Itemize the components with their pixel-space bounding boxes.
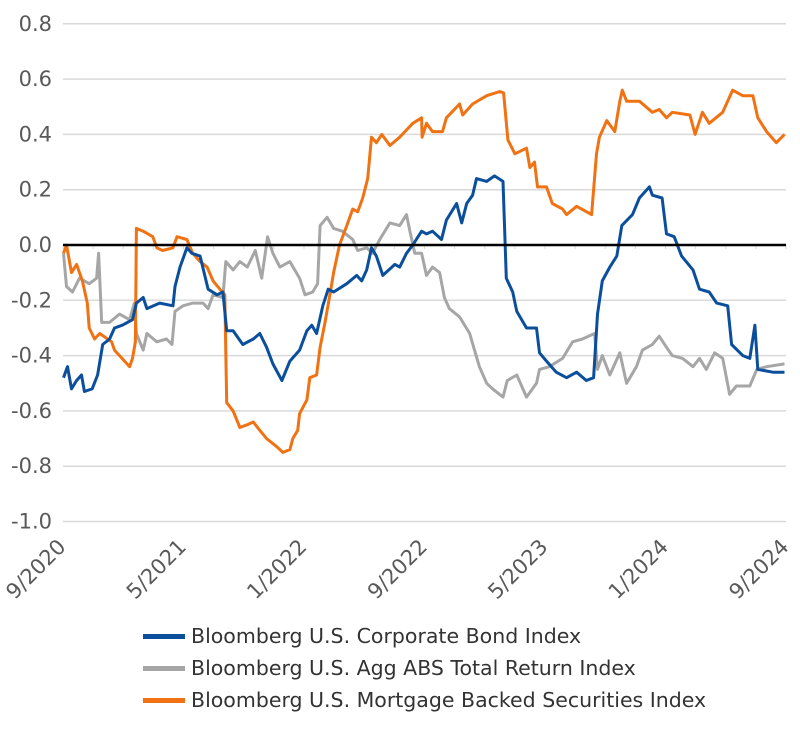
legend-swatch-mbs [143, 697, 185, 703]
y-axis: 0.8 0.6 0.4 0.2 0.0 -0.2 -0.4 -0.6 -0.8 -1.0 [11, 12, 52, 534]
series-lines [62, 88, 786, 454]
legend: Bloomberg U.S. Corporate Bond Index Bloo… [143, 620, 706, 716]
y-tick-label: 0.4 [19, 122, 52, 146]
x-tick-label: 1/2024 [604, 535, 673, 604]
legend-swatch-abs [143, 665, 185, 671]
y-tick-label: -0.2 [11, 288, 52, 312]
y-tick-label: 0.2 [19, 178, 52, 202]
x-axis: 9/2020 5/2021 1/2022 9/2022 5/2023 1/2024 9/20… [1, 535, 793, 604]
x-tick-label: 5/2021 [122, 535, 191, 604]
x-tick-label: 9/2020 [1, 535, 70, 604]
y-tick-label: -1.0 [11, 510, 52, 534]
y-tick-label: 0.0 [19, 233, 52, 257]
legend-label: Bloomberg U.S. Agg ABS Total Return Inde… [191, 656, 636, 680]
series-line-abs [62, 213, 785, 399]
legend-item-mbs: Bloomberg U.S. Mortgage Backed Securitie… [143, 684, 706, 716]
series-line-corporate [62, 174, 785, 393]
y-tick-label: -0.8 [11, 454, 52, 478]
x-tick-label: 9/2022 [363, 535, 432, 604]
legend-swatch-corporate [143, 633, 185, 639]
x-tick-label: 5/2023 [483, 535, 552, 604]
legend-item-abs: Bloomberg U.S. Agg ABS Total Return Inde… [143, 652, 706, 684]
series-line-mbs [62, 88, 786, 454]
y-tick-label: -0.6 [11, 399, 52, 423]
x-tick-label: 1/2022 [242, 535, 311, 604]
legend-label: Bloomberg U.S. Corporate Bond Index [191, 624, 582, 648]
legend-label: Bloomberg U.S. Mortgage Backed Securitie… [191, 688, 707, 712]
legend-item-corporate: Bloomberg U.S. Corporate Bond Index [143, 620, 706, 652]
x-tick-label: 9/2024 [724, 535, 793, 604]
line-chart: 0.8 0.6 0.4 0.2 0.0 -0.2 -0.4 -0.6 -0.8 -1.0 9/20… [1, 12, 793, 604]
y-tick-label: 0.8 [19, 12, 52, 36]
y-tick-label: -0.4 [11, 344, 52, 368]
y-tick-label: 0.6 [19, 67, 52, 91]
